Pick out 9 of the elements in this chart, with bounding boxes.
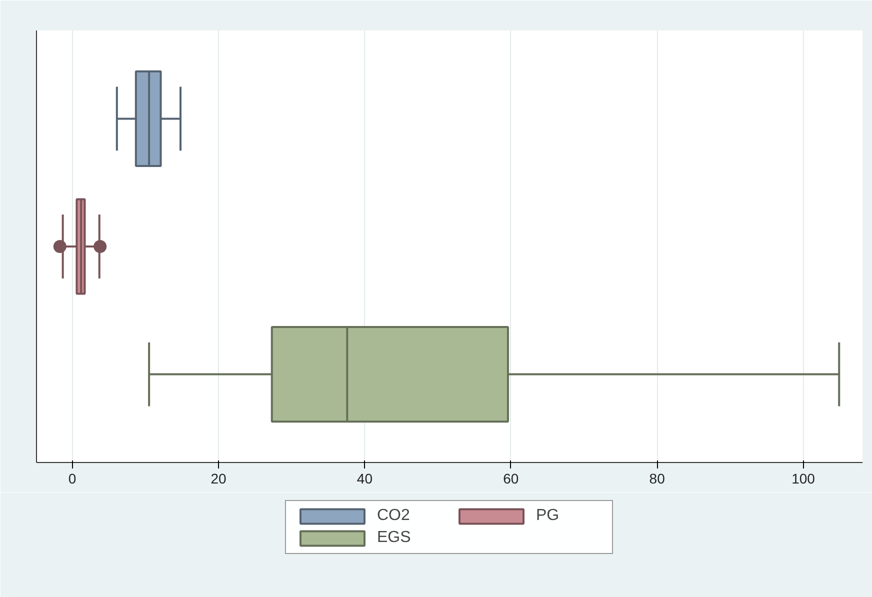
x-tick-label: 80: [649, 470, 666, 486]
x-tick-label: 0: [68, 470, 76, 486]
x-tick-label: 60: [503, 470, 519, 486]
legend-label: PG: [536, 507, 560, 525]
legend-label: CO2: [377, 507, 411, 525]
x-tick-label: 40: [356, 470, 373, 486]
legend-label: EGS: [377, 529, 412, 547]
x-tick-label: 100: [792, 470, 816, 486]
x-tick-label: 20: [210, 470, 227, 486]
